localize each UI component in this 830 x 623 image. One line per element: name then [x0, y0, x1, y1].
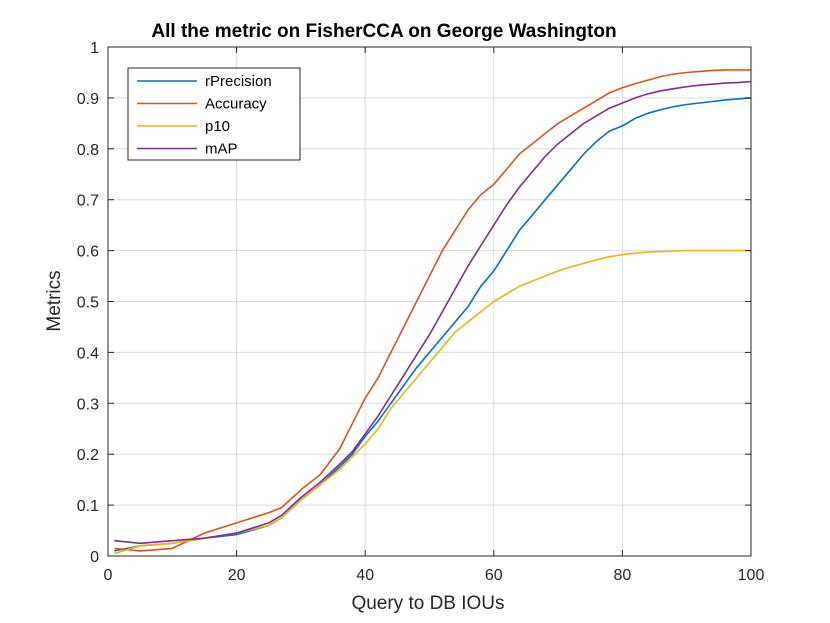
- series-line-accuracy: [114, 69, 751, 552]
- x-tick-label: 100: [738, 567, 765, 584]
- y-tick-label: 0.2: [77, 447, 99, 464]
- series-lines: [114, 69, 752, 555]
- x-tick-label: 0: [104, 567, 113, 584]
- y-tick-label: 0.4: [77, 345, 99, 362]
- legend-label-map: mAP: [205, 141, 238, 158]
- y-tick-label: 0.5: [77, 295, 99, 312]
- y-tick-label: 0.6: [77, 244, 99, 261]
- legend-box: [127, 67, 301, 161]
- legend: rPrecision Accuracy p10 mAP: [127, 67, 301, 161]
- legend-label-p10: p10: [205, 118, 230, 135]
- legend-label-accuracy: Accuracy: [205, 96, 267, 113]
- y-axis-label: Metrics: [44, 270, 65, 331]
- axis-ticks: 0 20 40 60 80 100 0 0.1 0.2 0.3 0.4 0.5 0.6 0.7 0.8 0.9…: [77, 40, 765, 584]
- x-tick-label: 40: [356, 567, 374, 584]
- y-tick-label: 0.1: [77, 498, 99, 515]
- x-tick-label: 60: [485, 567, 503, 584]
- chart-title: All the metric on FisherCCA on George Wa…: [151, 21, 616, 42]
- y-tick-label: 0.3: [77, 396, 99, 413]
- x-tick-label: 20: [228, 567, 246, 584]
- y-tick-label: 0.7: [77, 193, 99, 210]
- y-tick-label: 0: [90, 549, 99, 566]
- x-tick-label: 80: [614, 567, 632, 584]
- series-line-map: [114, 80, 752, 545]
- series-line-p10: [114, 249, 751, 555]
- legend-label-rprecision: rPrecision: [205, 73, 272, 90]
- y-tick-label: 1: [90, 40, 99, 57]
- y-tick-label: 0.9: [77, 91, 99, 108]
- y-tick-label: 0.8: [77, 142, 99, 159]
- x-axis-label: Query to DB IOUs: [351, 593, 504, 614]
